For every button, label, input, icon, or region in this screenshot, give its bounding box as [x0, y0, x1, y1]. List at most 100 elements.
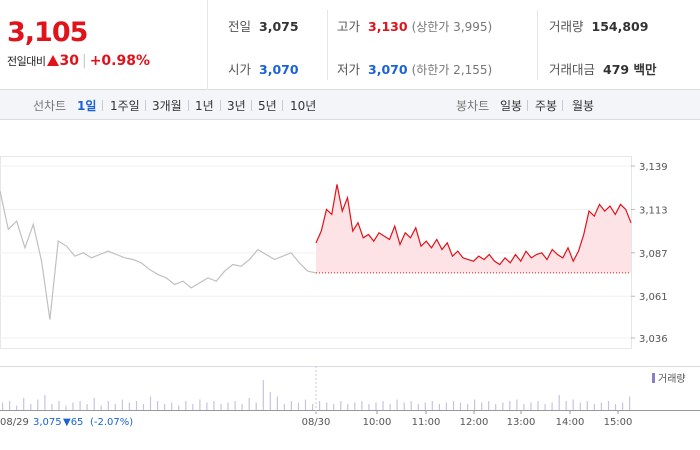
volume-bar: [319, 401, 321, 410]
divider: [327, 10, 328, 80]
volume-bar: [37, 399, 39, 410]
volume-bar: [135, 401, 138, 410]
today-area-fill: [316, 184, 631, 273]
stat-upper-limit: (상한가 3,995): [411, 20, 493, 34]
divider: [220, 100, 221, 111]
divider: [527, 100, 528, 111]
volume-bar: [495, 404, 497, 410]
volume-bar: [572, 399, 574, 410]
period-3y-tab[interactable]: 3년: [227, 99, 246, 113]
volume-bar: [290, 401, 292, 410]
volume-bar: [488, 401, 490, 410]
volume-bar: [16, 405, 18, 410]
y-tick-label: 3,061: [639, 292, 668, 303]
y-tick-label: 3,113: [639, 205, 668, 216]
volume-bar: [206, 402, 208, 410]
divider: [251, 100, 252, 111]
volume-bar: [86, 404, 88, 410]
previous-day-price-line: [0, 190, 317, 320]
stat-lower-limit: (하한가 2,155): [411, 63, 493, 77]
current-price: 3,105: [7, 17, 88, 48]
volume-bar: [65, 405, 67, 410]
volume-bar: [509, 401, 511, 410]
volume-bar: [502, 402, 504, 410]
stat-label: 거래대금: [549, 62, 596, 77]
volume-bar: [262, 380, 264, 410]
volume-bar: [452, 401, 455, 410]
volume-bar: [361, 401, 363, 410]
volume-bar: [551, 402, 553, 410]
volume-bar: [431, 401, 433, 410]
volume-bar: [276, 396, 278, 410]
period-10y-tab[interactable]: 10년: [290, 99, 317, 113]
volume-bar: [607, 401, 610, 410]
y-tick-label: 3,139: [639, 162, 668, 173]
stat-label: 저가: [337, 62, 361, 77]
volume-bar: [23, 398, 25, 410]
stat-open: 시가 3,070: [228, 59, 299, 78]
divider: [537, 10, 538, 80]
prev-day-date: 08/29: [0, 417, 29, 428]
volume-bar: [438, 404, 440, 410]
volume-bar: [30, 404, 32, 410]
stat-high: 고가 3,130 (상한가 3,995): [337, 16, 492, 35]
volume-bar: [234, 401, 236, 410]
volume-bar: [142, 404, 145, 410]
candle-daily-tab[interactable]: 일봉: [500, 99, 523, 113]
stat-low: 저가 3,070 (하한가 2,155): [337, 59, 492, 78]
volume-bar: [220, 404, 222, 410]
change-amount: 30: [59, 53, 79, 69]
stat-prev-close: 전일 3,075: [228, 16, 299, 35]
x-tick-label: 10:00: [363, 417, 392, 428]
period-1d-tab[interactable]: 1일: [77, 99, 97, 113]
volume-bar: [114, 404, 116, 410]
volume-bar: [58, 401, 60, 410]
volume-bar: [283, 404, 285, 410]
y-axis-ticks: 3,036 3,061 3,087 3,113 3,139: [631, 162, 668, 345]
volume-bar: [107, 401, 109, 410]
period-1y-tab[interactable]: 1년: [195, 99, 214, 113]
volume-bar: [44, 395, 46, 410]
stat-value: 154,809: [591, 19, 649, 34]
period-3m-tab[interactable]: 3개월: [152, 99, 182, 113]
divider: [282, 100, 283, 111]
prev-day-change: ▼65: [63, 417, 83, 428]
volume-bar: [354, 402, 356, 410]
volume-bar: [622, 402, 624, 410]
divider: [102, 100, 103, 111]
x-axis: 08/30 10:00 11:00 12:00 13:00 14:00 15:00: [302, 366, 632, 428]
volume-bar: [629, 396, 631, 410]
volume-bar: [544, 404, 546, 410]
volume-legend-swatch: [652, 373, 655, 383]
volume-bar: [593, 404, 595, 410]
period-5y-tab[interactable]: 5년: [258, 99, 277, 113]
volume-bar: [445, 402, 447, 410]
volume-bar: [389, 404, 391, 410]
volume-bar: [192, 404, 194, 410]
candle-weekly-tab[interactable]: 주봉: [535, 99, 558, 113]
volume-bar: [121, 399, 123, 410]
prev-day-close: 3,075: [33, 417, 62, 428]
stat-label: 거래량: [549, 19, 584, 34]
x-tick-label: 08/30: [302, 417, 331, 428]
volume-bar: [523, 404, 525, 410]
volume-bar: [467, 404, 469, 410]
period-1w-tab[interactable]: 1주일: [110, 99, 140, 113]
volume-bar: [403, 402, 405, 410]
prev-day-percent: (-2.07%): [90, 417, 133, 428]
candle-monthly-tab[interactable]: 월봉: [572, 99, 595, 113]
gridlines: [0, 165, 631, 339]
volume-bar: [586, 401, 588, 410]
volume-bar: [241, 404, 243, 410]
volume-bar: [199, 399, 201, 410]
volume-bar: [304, 399, 307, 410]
price-chart[interactable]: 3,036 3,061 3,087 3,113 3,139 거래량 08/30 10:00…: [0, 120, 700, 450]
volume-bar: [79, 401, 81, 410]
volume-bar: [410, 401, 412, 410]
volume-legend: 거래량: [658, 373, 686, 385]
divider: [562, 100, 563, 111]
volume-bar: [248, 398, 250, 410]
price-change: 전일대비 30 | +0.98%: [7, 53, 150, 69]
volume-bar: [530, 402, 532, 410]
volume-bar: [424, 402, 426, 410]
